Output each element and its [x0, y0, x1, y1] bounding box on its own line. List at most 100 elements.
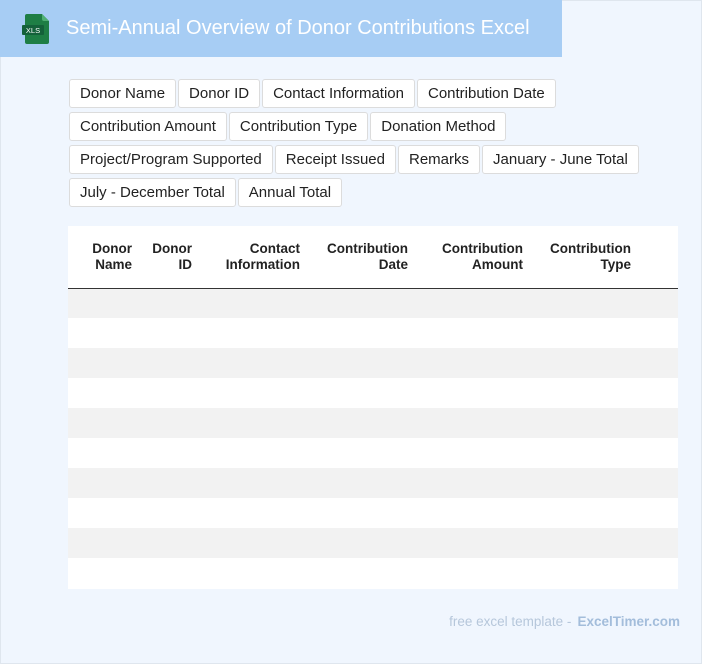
table-cell[interactable]: [140, 468, 200, 498]
table-cell[interactable]: [416, 558, 531, 588]
table-cell[interactable]: [639, 408, 678, 438]
field-chip[interactable]: July - December Total: [69, 178, 236, 207]
table-cell[interactable]: [639, 498, 678, 528]
field-chip[interactable]: Donor ID: [178, 79, 261, 108]
table-cell[interactable]: [200, 468, 308, 498]
table-row: [68, 558, 678, 588]
table-cell[interactable]: [200, 498, 308, 528]
table-cell[interactable]: [140, 288, 200, 318]
table-cell[interactable]: [200, 438, 308, 468]
table-cell[interactable]: [200, 318, 308, 348]
table-cell[interactable]: [531, 288, 639, 318]
table-cell[interactable]: [639, 558, 678, 588]
table-cell[interactable]: [416, 378, 531, 408]
column-header-line: Name: [95, 256, 132, 272]
table-cell[interactable]: [531, 528, 639, 558]
table-cell[interactable]: [639, 468, 678, 498]
field-chip[interactable]: Contribution Amount: [69, 112, 227, 141]
field-chip[interactable]: Contribution Date: [416, 79, 556, 108]
table-cell[interactable]: [416, 498, 531, 528]
table-cell[interactable]: [68, 378, 140, 408]
page-title: Semi-Annual Overview of Donor Contributi…: [66, 17, 530, 39]
column-header[interactable]: Donor Name: [68, 226, 140, 289]
column-header[interactable]: Donor ID: [140, 226, 200, 289]
table-cell[interactable]: [200, 528, 308, 558]
table-cell[interactable]: [639, 348, 678, 378]
field-chip[interactable]: Remarks: [398, 145, 481, 174]
table-cell[interactable]: [308, 348, 416, 378]
table-cell[interactable]: [308, 498, 416, 528]
table-cell[interactable]: [416, 318, 531, 348]
table-row: [68, 288, 678, 318]
table-cell[interactable]: [531, 498, 639, 528]
table-cell[interactable]: [68, 498, 140, 528]
table-cell[interactable]: [68, 288, 140, 318]
table-cell[interactable]: [68, 438, 140, 468]
column-header[interactable]: Contribution Type: [531, 226, 639, 289]
table-cell[interactable]: [68, 528, 140, 558]
table-cell[interactable]: [140, 558, 200, 588]
table-cell[interactable]: [140, 318, 200, 348]
table-cell[interactable]: [416, 438, 531, 468]
table-cell[interactable]: [308, 438, 416, 468]
field-chip[interactable]: Receipt Issued: [274, 145, 396, 174]
table-cell[interactable]: [200, 378, 308, 408]
column-header[interactable]: Contribution Date: [308, 226, 416, 289]
column-header-line: Donor: [92, 240, 132, 256]
table-cell[interactable]: [140, 378, 200, 408]
table-cell[interactable]: [639, 378, 678, 408]
table-cell[interactable]: [531, 318, 639, 348]
table-cell[interactable]: [68, 558, 140, 588]
table-cell[interactable]: [200, 348, 308, 378]
footer-brand-link[interactable]: ExcelTimer.com: [577, 614, 680, 629]
footer-text: free excel template -: [449, 614, 572, 629]
table-cell[interactable]: [416, 408, 531, 438]
table-cell[interactable]: [308, 468, 416, 498]
field-chip[interactable]: Donor Name: [69, 79, 177, 108]
field-chip[interactable]: Project/Program Supported: [69, 145, 273, 174]
table-cell[interactable]: [639, 528, 678, 558]
table-cell[interactable]: [639, 318, 678, 348]
field-chip[interactable]: Contact Information: [262, 79, 415, 108]
table-cell[interactable]: [531, 348, 639, 378]
table-cell[interactable]: [416, 468, 531, 498]
table-cell[interactable]: [308, 288, 416, 318]
table-cell[interactable]: [308, 318, 416, 348]
table-cell[interactable]: [531, 438, 639, 468]
table-cell[interactable]: [308, 378, 416, 408]
field-chip[interactable]: Contribution Type: [228, 112, 369, 141]
table-row: [68, 528, 678, 558]
table-cell[interactable]: [308, 558, 416, 588]
table-cell[interactable]: [68, 318, 140, 348]
table-cell[interactable]: [639, 288, 678, 318]
table-cell[interactable]: [140, 348, 200, 378]
column-header[interactable]: Contribution Amount: [416, 226, 531, 289]
table-cell[interactable]: [416, 288, 531, 318]
table-cell[interactable]: [140, 408, 200, 438]
table-cell[interactable]: [200, 288, 308, 318]
table-cell[interactable]: [639, 438, 678, 468]
field-chip[interactable]: Annual Total: [237, 178, 343, 207]
table-cell[interactable]: [531, 468, 639, 498]
table-cell[interactable]: [140, 528, 200, 558]
table-cell[interactable]: [531, 558, 639, 588]
table-cell[interactable]: [416, 348, 531, 378]
table-cell[interactable]: [140, 438, 200, 468]
table-cell[interactable]: [68, 348, 140, 378]
table-cell[interactable]: [531, 408, 639, 438]
column-header[interactable]: Contact Information: [200, 226, 308, 289]
footer: free excel template - ExcelTimer.com: [449, 614, 680, 629]
table-cell[interactable]: [308, 528, 416, 558]
table-cell[interactable]: [531, 378, 639, 408]
table-cell[interactable]: [140, 498, 200, 528]
table-cell[interactable]: [68, 408, 140, 438]
table-cell[interactable]: [416, 528, 531, 558]
table-cell[interactable]: [200, 408, 308, 438]
table-cell[interactable]: [200, 558, 308, 588]
table-cell[interactable]: [68, 468, 140, 498]
field-chip[interactable]: January - June Total: [482, 145, 639, 174]
data-table-container[interactable]: Donor Name Donor ID Contact Information Contri…: [68, 226, 678, 589]
table-cell[interactable]: [308, 408, 416, 438]
field-chip[interactable]: Donation Method: [370, 112, 507, 141]
